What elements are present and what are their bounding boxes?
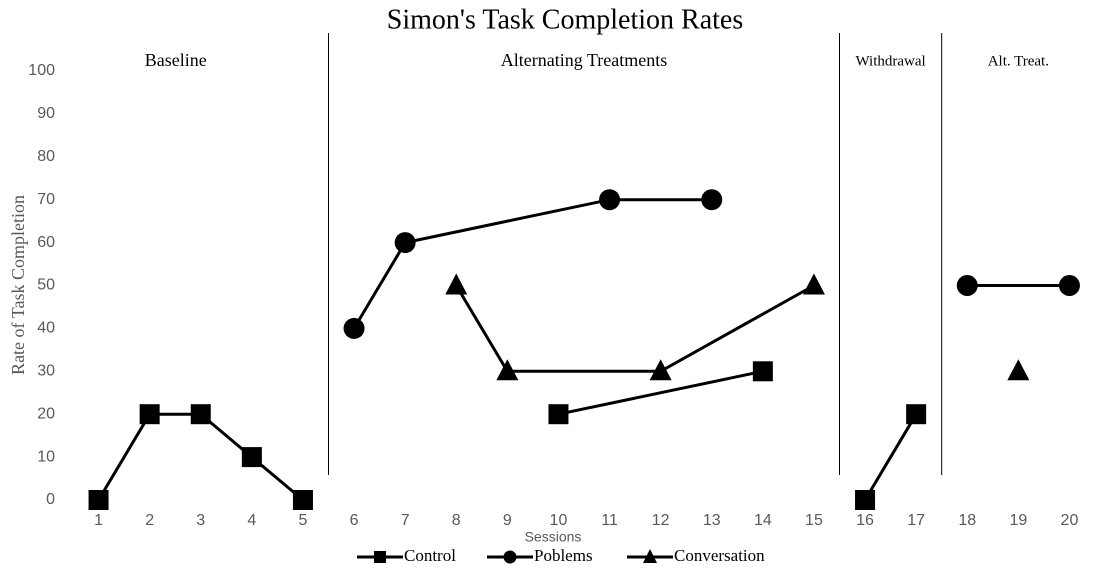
y-tick-label: 10 [37, 448, 55, 465]
y-tick-label: 100 [28, 62, 55, 79]
marker-circle [394, 232, 416, 254]
marker-circle [1058, 275, 1080, 296]
x-tick-label: 8 [452, 512, 461, 529]
y-tick-label: 0 [46, 491, 55, 508]
x-tick-label: 14 [754, 512, 772, 529]
marker-square [906, 404, 927, 425]
x-tick-label: 16 [856, 512, 874, 529]
marker-square [855, 490, 876, 510]
y-tick-label: 20 [37, 405, 55, 422]
x-tick-label: 9 [503, 512, 512, 529]
legend-label: Poblems [534, 546, 593, 565]
x-tick-label: 4 [247, 512, 256, 529]
series-line [454, 284, 815, 373]
legend-marker [503, 550, 517, 564]
y-tick-label: 80 [37, 148, 55, 165]
marker-square [548, 404, 569, 425]
marker-triangle [1007, 359, 1030, 381]
x-tick-label: 15 [805, 512, 823, 529]
y-tick-label: 50 [37, 277, 55, 294]
x-tick-label: 1 [94, 512, 103, 529]
marker-circle [956, 275, 978, 296]
x-tick-label: 7 [401, 512, 410, 529]
legend-marker [643, 549, 657, 563]
marker-square [139, 404, 160, 425]
y-tick-label: 70 [37, 191, 55, 208]
series-line [558, 369, 764, 416]
y-tick-label: 30 [37, 363, 55, 380]
marker-square [241, 447, 262, 468]
x-tick-label: 18 [958, 512, 976, 529]
x-tick-label: 11 [601, 512, 618, 529]
chart-title: Simon's Task Completion Rates [387, 4, 743, 35]
x-axis-label: Sessions [525, 529, 582, 545]
x-tick-label: 13 [703, 512, 721, 529]
legend-marker [374, 551, 386, 563]
marker-circle [599, 189, 621, 211]
marker-circle [343, 317, 365, 339]
marker-triangle [802, 273, 825, 295]
x-tick-label: 17 [907, 512, 925, 529]
y-tick-label: 60 [37, 234, 55, 251]
marker-circle [701, 189, 723, 211]
x-tick-label: 5 [298, 512, 307, 529]
series-line [352, 198, 712, 330]
marker-square [292, 490, 313, 510]
x-tick-label: 10 [550, 512, 568, 529]
x-tick-label: 6 [350, 512, 359, 529]
marker-square [88, 490, 109, 510]
phase-label: Withdrawal [855, 53, 925, 69]
legend-label: Conversation [674, 546, 765, 565]
marker-square [190, 404, 211, 425]
y-axis-label: Rate of Task Completion [8, 195, 28, 375]
x-tick-label: 3 [196, 512, 205, 529]
series-line [97, 412, 304, 502]
x-tick-label: 20 [1061, 512, 1079, 529]
x-tick-label: 12 [652, 512, 670, 529]
marker-square [752, 361, 773, 382]
series-line [863, 413, 918, 501]
x-tick-label: 2 [145, 512, 154, 529]
x-tick-label: 19 [1009, 512, 1027, 529]
legend-label: Control [404, 546, 456, 565]
phase-label: Alternating Treatments [501, 50, 667, 70]
y-tick-label: 90 [37, 105, 55, 122]
marker-triangle [649, 359, 672, 381]
marker-triangle [445, 273, 468, 295]
phase-label: Baseline [145, 50, 207, 70]
marker-triangle [496, 359, 519, 381]
y-tick-label: 40 [37, 320, 55, 337]
phase-label: Alt. Treat. [988, 53, 1049, 69]
